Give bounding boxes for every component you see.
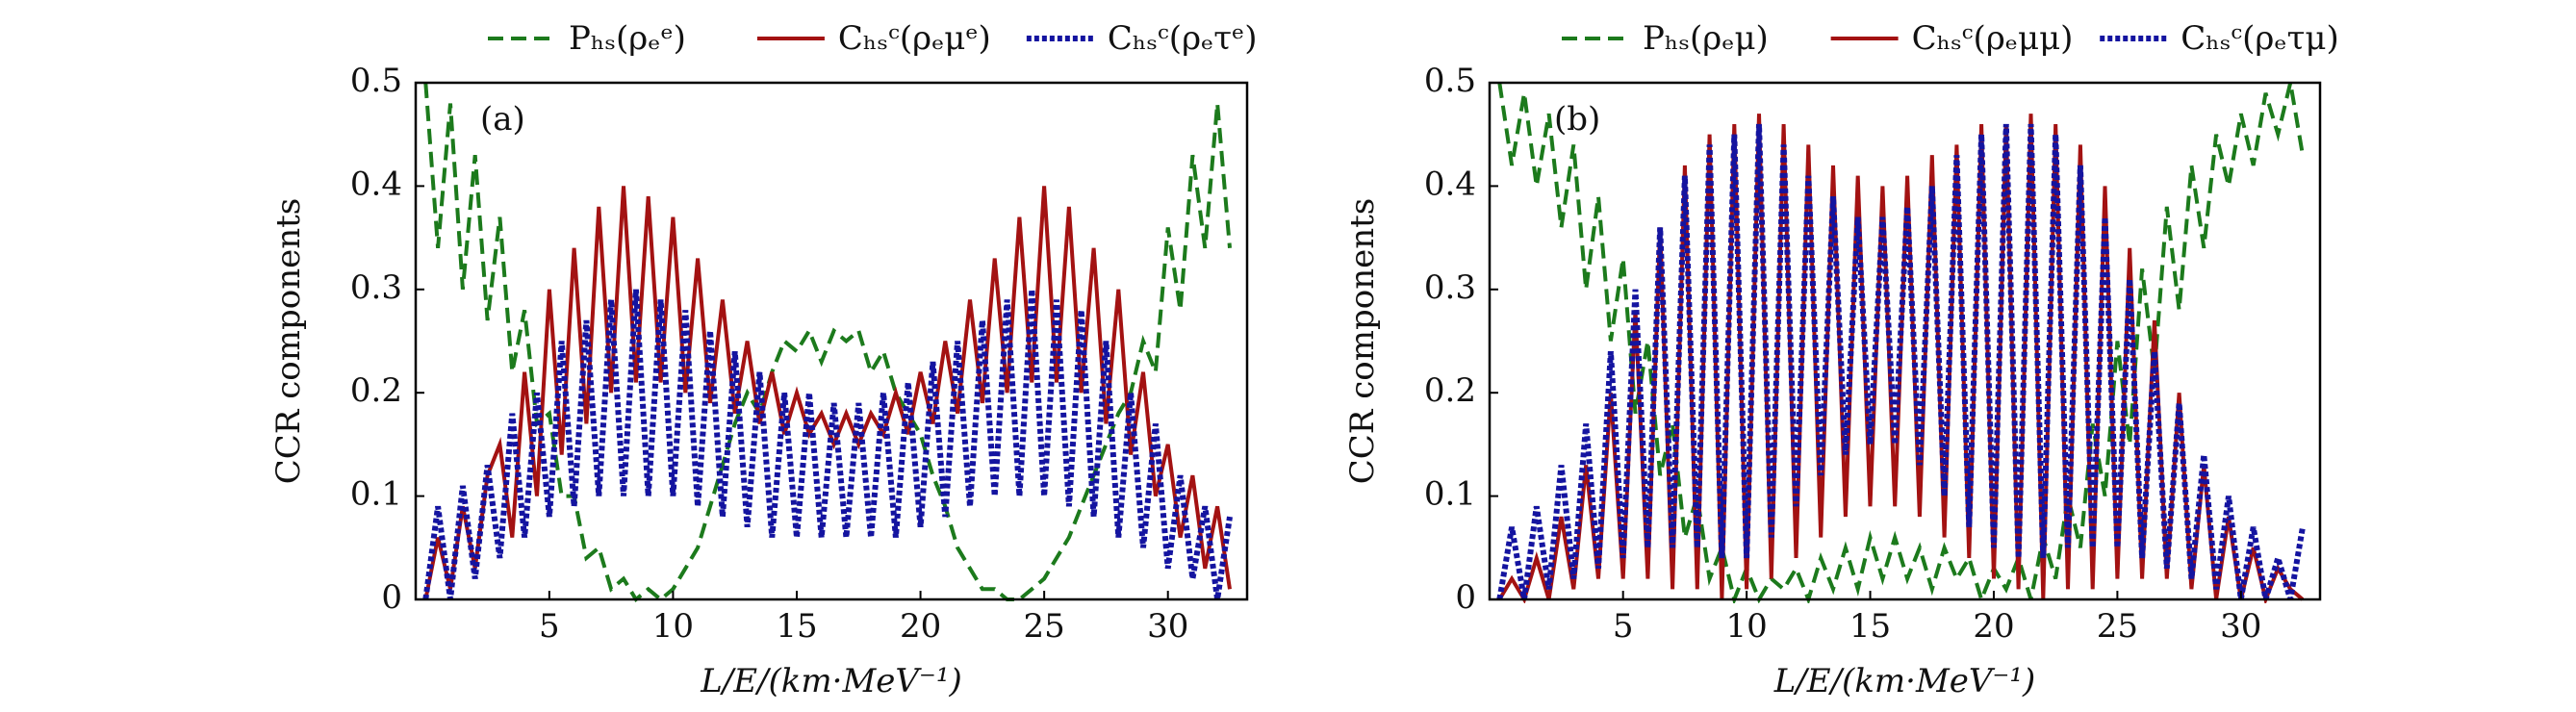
- y-tick-label: 0.3: [1424, 268, 1476, 307]
- panel-label: (b): [1554, 100, 1600, 139]
- y-tick-label: 0.4: [350, 165, 402, 203]
- x-tick-label: 20: [900, 607, 941, 646]
- x-tick-label: 30: [2220, 607, 2261, 646]
- y-tick-label: 0.5: [1424, 62, 1476, 100]
- panel: 0 0.1 0.2 0.3 0.4 0.5 5 10 15 20 25 30 L/E/(km·MeV⁻¹…: [1343, 19, 2339, 700]
- y-axis-label: CCR components: [1343, 198, 1382, 484]
- plot-frame: [414, 81, 1249, 601]
- legend-label: Pₕₛ(ρₑμ): [1643, 19, 1769, 58]
- series-line: [422, 289, 1233, 600]
- panel: 0 0.1 0.2 0.3 0.4 0.5 5 10 15 20 25 30 L/E/(km·MeV⁻¹…: [269, 19, 1257, 700]
- y-tick-label: 0.2: [350, 371, 402, 410]
- legend-label: Cₕₛᶜ(ρₑτᵉ): [1108, 19, 1258, 58]
- y-tick-label: 0.1: [1424, 475, 1476, 514]
- x-tick-label: 30: [1147, 607, 1188, 646]
- x-tick-label: 10: [652, 607, 694, 646]
- x-tick-label: 5: [539, 607, 560, 646]
- legend-label: Cₕₛᶜ(ρₑμμ): [1912, 19, 2074, 58]
- x-tick-label: 5: [1613, 607, 1634, 646]
- y-tick-label: 0.5: [350, 62, 402, 100]
- x-tick-label: 15: [1849, 607, 1891, 646]
- x-tick-label: 25: [1024, 607, 1065, 646]
- y-tick-label: 0.3: [350, 268, 402, 307]
- plot-frame: [1488, 81, 2322, 601]
- legend-label: Cₕₛᶜ(ρₑτμ): [2181, 19, 2339, 58]
- x-axis-label: L/E/(km·MeV⁻¹): [1773, 662, 2036, 700]
- legend-label: Cₕₛᶜ(ρₑμᵉ): [838, 19, 991, 58]
- x-tick-label: 25: [2097, 607, 2138, 646]
- y-tick-label: 0: [1455, 578, 1476, 617]
- series-line: [423, 186, 1232, 600]
- y-axis-label: CCR components: [269, 198, 308, 484]
- y-tick-label: 0.2: [1424, 371, 1476, 410]
- x-tick-label: 15: [776, 607, 817, 646]
- x-tick-label: 10: [1725, 607, 1767, 646]
- legend-label: Pₕₛ(ρₑᵉ): [569, 19, 686, 58]
- y-tick-label: 0.1: [350, 475, 402, 514]
- panel-label: (a): [480, 100, 525, 139]
- y-tick-label: 0.4: [1424, 165, 1476, 203]
- series-line: [1496, 123, 2306, 600]
- x-tick-label: 20: [1973, 607, 2014, 646]
- y-tick-label: 0: [381, 578, 402, 617]
- x-axis-label: L/E/(km·MeV⁻¹): [700, 662, 962, 700]
- series-line: [423, 82, 1232, 603]
